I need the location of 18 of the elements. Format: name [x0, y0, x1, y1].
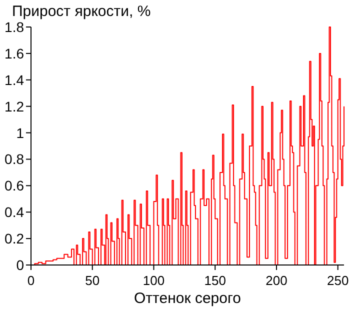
y-tick-label: 1.4	[4, 72, 24, 88]
y-tick-label: 1.8	[4, 19, 24, 35]
x-tick-label: 0	[27, 273, 35, 288]
y-tick-label: 0.6	[4, 178, 24, 194]
y-tick-label: 0.8	[4, 151, 24, 168]
x-axis-title: Оттенок серого	[134, 290, 241, 307]
y-tick-label: 0	[16, 257, 24, 273]
x-tick-label: 50	[85, 273, 100, 288]
x-tick-label: 250	[327, 273, 349, 288]
y-axis-title: Прирост яркости, %	[12, 3, 151, 20]
y-tick-label: 1.2	[4, 98, 24, 114]
y-tick-label: 1	[16, 124, 24, 141]
x-tick-label: 150	[204, 273, 226, 288]
x-tick-label: 100	[142, 273, 165, 288]
x-tick-label: 200	[266, 273, 288, 288]
y-tick-label: 0.2	[4, 230, 24, 247]
y-tick-label: 1.6	[4, 45, 24, 62]
y-tick-label: 0.4	[4, 204, 24, 220]
